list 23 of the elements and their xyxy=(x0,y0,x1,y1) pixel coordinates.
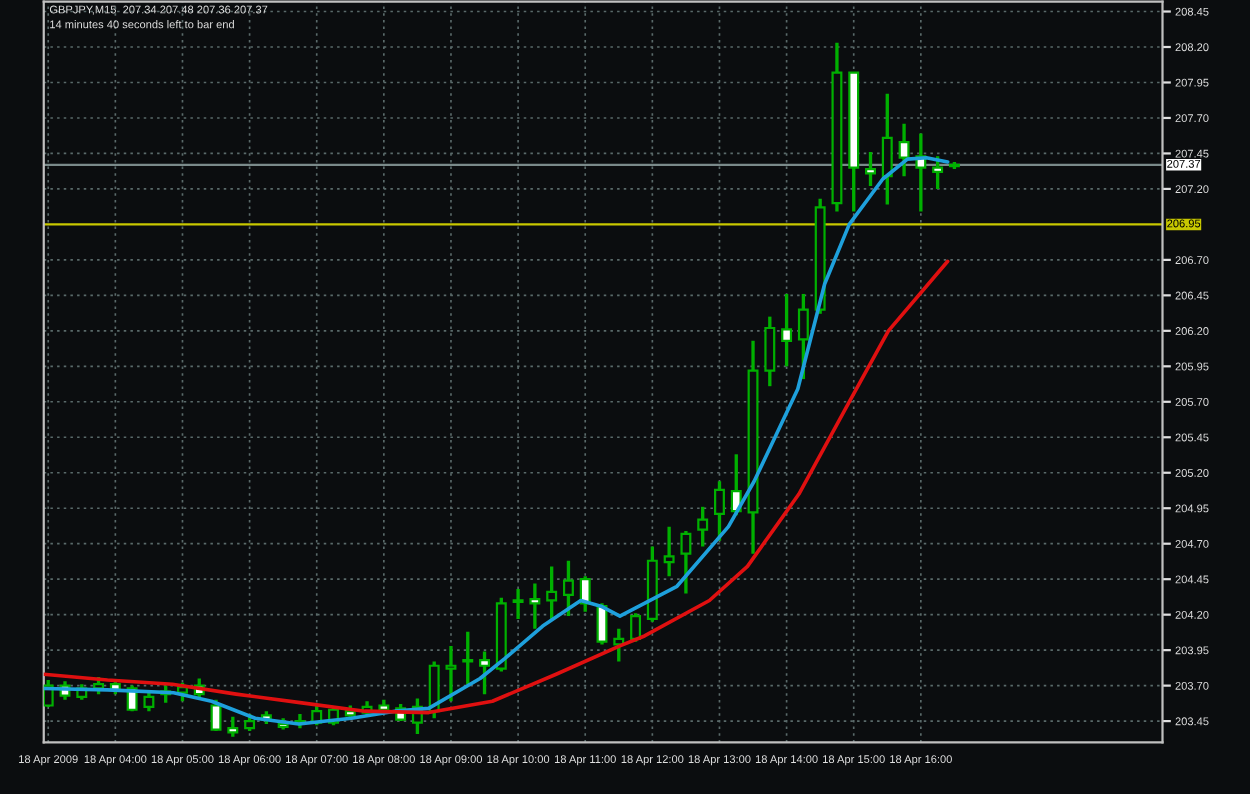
candlestick xyxy=(714,479,725,543)
candlestick xyxy=(143,689,155,713)
candlestick xyxy=(210,698,222,733)
candlestick xyxy=(512,587,524,621)
candlestick xyxy=(865,150,876,188)
candlestick xyxy=(697,505,709,549)
candlestick xyxy=(462,630,474,686)
candlestick xyxy=(562,559,574,618)
candlestick xyxy=(881,92,893,207)
candlestick xyxy=(529,581,541,631)
candlestick xyxy=(227,715,239,739)
candlestick xyxy=(764,314,776,388)
candlestick xyxy=(445,644,457,703)
candlestick xyxy=(630,611,642,644)
candlestick xyxy=(479,649,491,696)
candlestick xyxy=(663,525,675,579)
candlestick xyxy=(680,529,692,596)
candlestick xyxy=(797,292,809,381)
candlestick xyxy=(898,121,910,178)
candlestick xyxy=(546,564,558,621)
candlestick xyxy=(932,154,944,191)
candlestick xyxy=(781,292,793,368)
line-series xyxy=(43,259,950,715)
